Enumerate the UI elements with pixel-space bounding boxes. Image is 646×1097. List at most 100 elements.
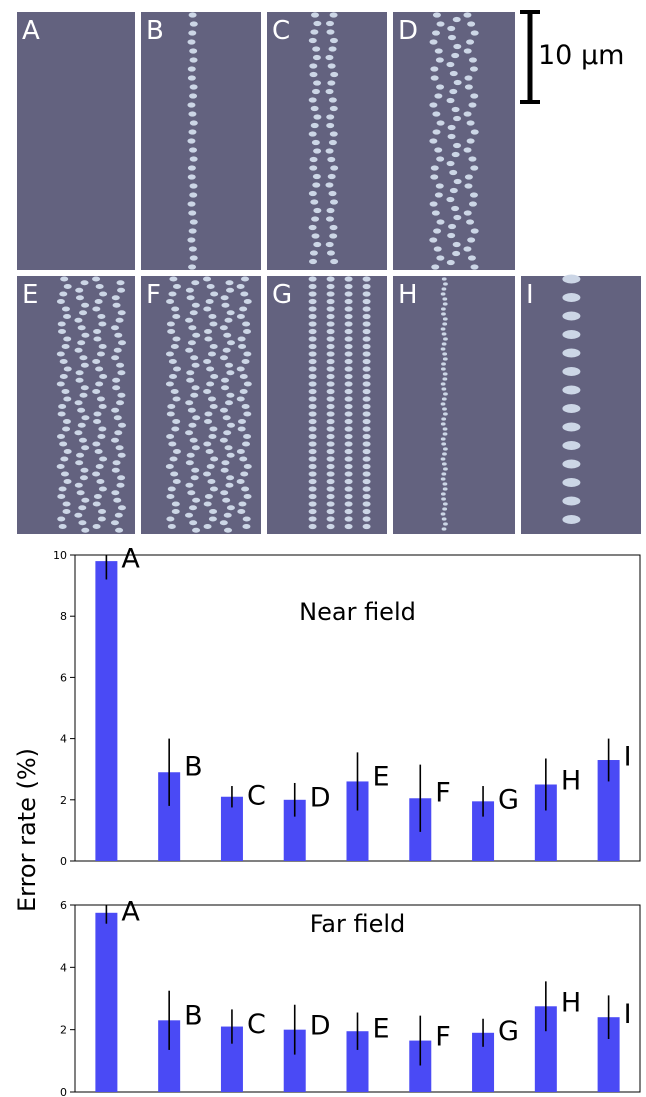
dot xyxy=(362,448,371,455)
dot xyxy=(325,20,334,27)
dot xyxy=(308,403,317,410)
dot xyxy=(362,298,371,305)
dot xyxy=(434,192,443,198)
panel-background xyxy=(393,276,515,534)
dot xyxy=(362,396,371,402)
bar-label-h: H xyxy=(561,765,581,796)
panel-f: F xyxy=(141,276,261,534)
dot xyxy=(110,520,119,526)
dot xyxy=(79,475,88,481)
dot xyxy=(562,385,581,395)
dot xyxy=(63,396,72,402)
dot xyxy=(98,509,107,514)
dot xyxy=(326,29,335,35)
bar-d xyxy=(283,1029,306,1092)
dot xyxy=(58,329,67,334)
dot xyxy=(310,199,319,205)
dot xyxy=(96,396,105,402)
bar-label-a: A xyxy=(121,543,140,574)
dot xyxy=(441,472,447,476)
dot xyxy=(236,479,245,484)
dot xyxy=(308,336,317,342)
bar-i xyxy=(597,1017,620,1092)
dot xyxy=(326,313,335,320)
dot xyxy=(209,344,218,349)
dot xyxy=(308,131,317,137)
dot xyxy=(470,165,479,171)
dot xyxy=(74,400,83,406)
dot xyxy=(362,283,371,290)
dot xyxy=(169,374,178,379)
dot xyxy=(60,471,69,477)
dot xyxy=(96,351,105,357)
panel-background xyxy=(17,276,135,534)
dot xyxy=(185,287,194,293)
dot xyxy=(308,351,317,357)
dot xyxy=(326,448,335,455)
dot xyxy=(209,509,218,514)
dot xyxy=(434,93,443,99)
dot xyxy=(92,306,101,312)
dot xyxy=(203,524,212,529)
bar-label-e: E xyxy=(373,1013,390,1044)
dot xyxy=(62,501,71,507)
dot xyxy=(188,30,197,36)
dot xyxy=(226,392,235,398)
dot xyxy=(308,358,317,365)
dot xyxy=(226,310,235,316)
bar-label-e: E xyxy=(373,762,390,793)
dot xyxy=(463,147,472,153)
dot xyxy=(463,210,472,216)
dot xyxy=(238,501,247,507)
dot xyxy=(188,129,197,135)
y-tick-label: 2 xyxy=(60,794,67,807)
dot xyxy=(74,347,83,353)
dot xyxy=(118,422,127,428)
panel-c: C xyxy=(267,12,387,270)
dot xyxy=(344,516,353,522)
dot xyxy=(440,457,446,461)
dot xyxy=(243,329,252,334)
dot xyxy=(362,441,371,447)
dot xyxy=(210,291,219,297)
dot xyxy=(464,75,473,81)
dot xyxy=(308,321,317,327)
dot xyxy=(92,441,101,447)
dot xyxy=(188,246,197,252)
dot xyxy=(308,501,317,507)
dot xyxy=(189,93,198,99)
dot xyxy=(207,479,216,484)
dot xyxy=(243,464,252,469)
dot xyxy=(79,310,88,316)
dot xyxy=(172,314,181,319)
dot xyxy=(470,264,479,270)
dot xyxy=(330,165,339,171)
dot xyxy=(440,382,446,386)
dot xyxy=(203,359,212,364)
dot xyxy=(446,97,455,104)
dot xyxy=(326,321,335,327)
dot xyxy=(185,512,194,518)
dot xyxy=(440,327,446,331)
dot xyxy=(95,284,104,289)
dot xyxy=(326,508,335,515)
dot xyxy=(185,347,194,353)
dot xyxy=(312,173,321,180)
dot xyxy=(344,508,353,515)
dot xyxy=(92,389,101,394)
dot xyxy=(63,336,72,342)
dot xyxy=(430,75,439,81)
dot xyxy=(168,291,177,297)
dot xyxy=(344,328,353,335)
dot xyxy=(220,355,229,361)
panel-h: H xyxy=(393,276,515,534)
bar-label-b: B xyxy=(184,752,203,783)
dot xyxy=(80,280,89,286)
dot xyxy=(442,452,447,456)
dot xyxy=(95,366,104,372)
dot xyxy=(114,512,123,518)
dot xyxy=(344,373,353,380)
dot xyxy=(308,224,317,231)
dot xyxy=(114,430,123,436)
